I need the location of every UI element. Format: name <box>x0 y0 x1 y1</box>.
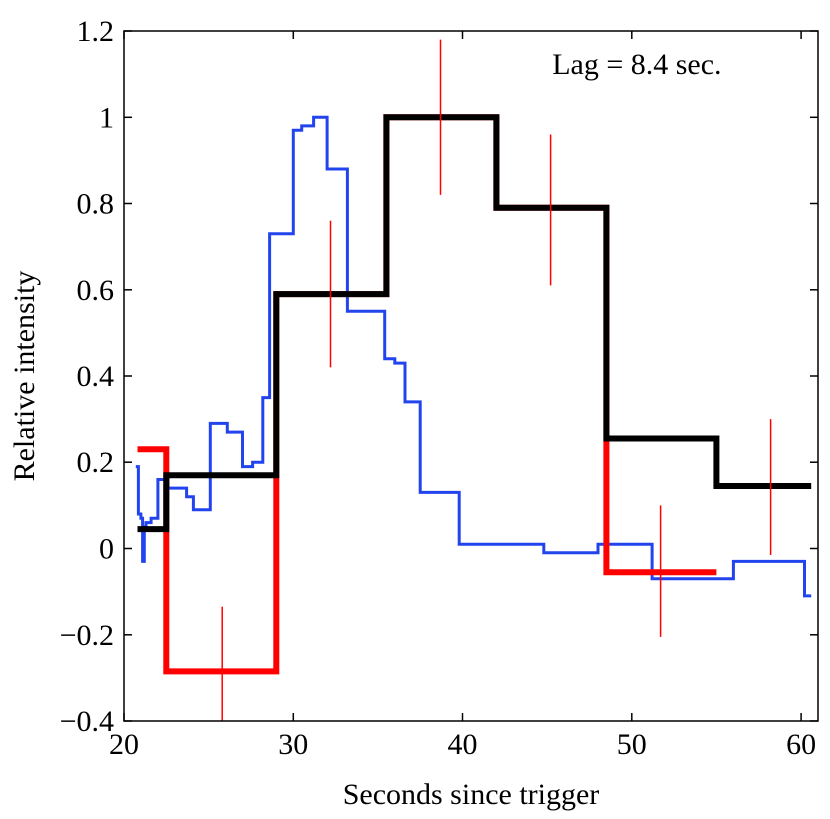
x-axis-title: Seconds since trigger <box>343 778 600 811</box>
y-tick-label-1: −0.2 <box>60 619 114 652</box>
x-tick-label-0: 20 <box>109 728 139 761</box>
y-tick-label-2: 0 <box>99 533 114 566</box>
x-tick-label-2: 40 <box>448 728 478 761</box>
blue-light-curve <box>135 115 812 598</box>
error-bars <box>221 39 772 721</box>
plot-lines <box>135 114 812 675</box>
y-tick-label-0: −0.4 <box>60 705 114 738</box>
x-tick-label-4: 60 <box>786 728 816 761</box>
y-tick-label-7: 1 <box>99 101 114 134</box>
y-tick-label-5: 0.6 <box>77 274 115 307</box>
y-tick-label-8: 1.2 <box>77 15 115 48</box>
black-shifted-curve <box>137 114 812 533</box>
x-tick-label-3: 50 <box>617 728 647 761</box>
lag-annotation: Lag = 8.4 sec. <box>552 48 721 81</box>
y-tick-label-4: 0.4 <box>77 360 115 393</box>
y-axis-title: Relative intensity <box>8 271 41 482</box>
x-tick-label-1: 30 <box>278 728 308 761</box>
y-tick-label-6: 0.8 <box>77 188 115 221</box>
axis-tick-labels: 20 30 40 50 60 −0.4 −0.2 0 0.2 0.4 0.6 0.8 1 1.2 <box>60 15 817 761</box>
axis-ticks <box>123 30 818 722</box>
y-tick-label-3: 0.2 <box>77 446 115 479</box>
